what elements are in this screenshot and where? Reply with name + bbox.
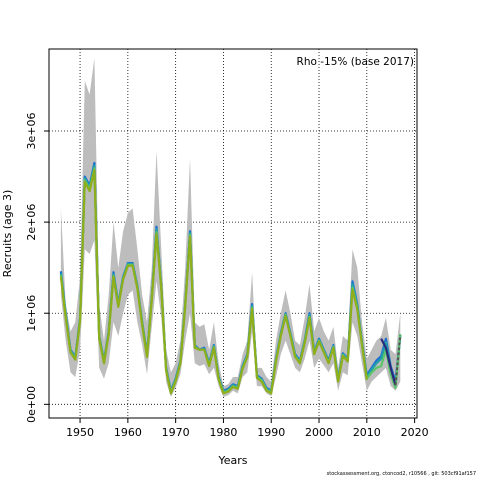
x-axis: 1950 1960 1970 1980 1990 2000 2010 2020 (66, 418, 429, 439)
y-tick-label: 2e+06 (25, 204, 38, 241)
plot-frame (48, 48, 418, 419)
series-line-3-tail (380, 338, 397, 386)
footer-credit: stockassessment.org, ctoncod2, r10566 , … (326, 471, 476, 477)
series-lines (59, 161, 402, 395)
x-axis-title: Years (217, 454, 247, 467)
projection-line (394, 335, 402, 386)
x-tick-label: 1960 (114, 426, 142, 439)
y-axis-title: Recruits (age 3) (1, 190, 14, 278)
x-tick-label: 2010 (353, 426, 381, 439)
x-tick-label: 2000 (305, 426, 333, 439)
x-tick-label: 1970 (162, 426, 190, 439)
x-tick-label: 1980 (209, 426, 237, 439)
confidence-band (60, 58, 401, 397)
y-tick-label: 0e+00 (25, 386, 38, 423)
y-axis: 0e+00 1e+06 2e+06 3e+06 (25, 113, 49, 423)
x-tick-label: 1990 (257, 426, 285, 439)
series-line-4 (59, 169, 368, 395)
x-tick-label: 1950 (66, 426, 94, 439)
y-tick-label: 3e+06 (25, 113, 38, 150)
y-tick-label: 1e+06 (25, 295, 38, 332)
x-tick-label: 2020 (401, 426, 429, 439)
chart-annotation: Rho -15% (base 2017) (297, 56, 414, 68)
